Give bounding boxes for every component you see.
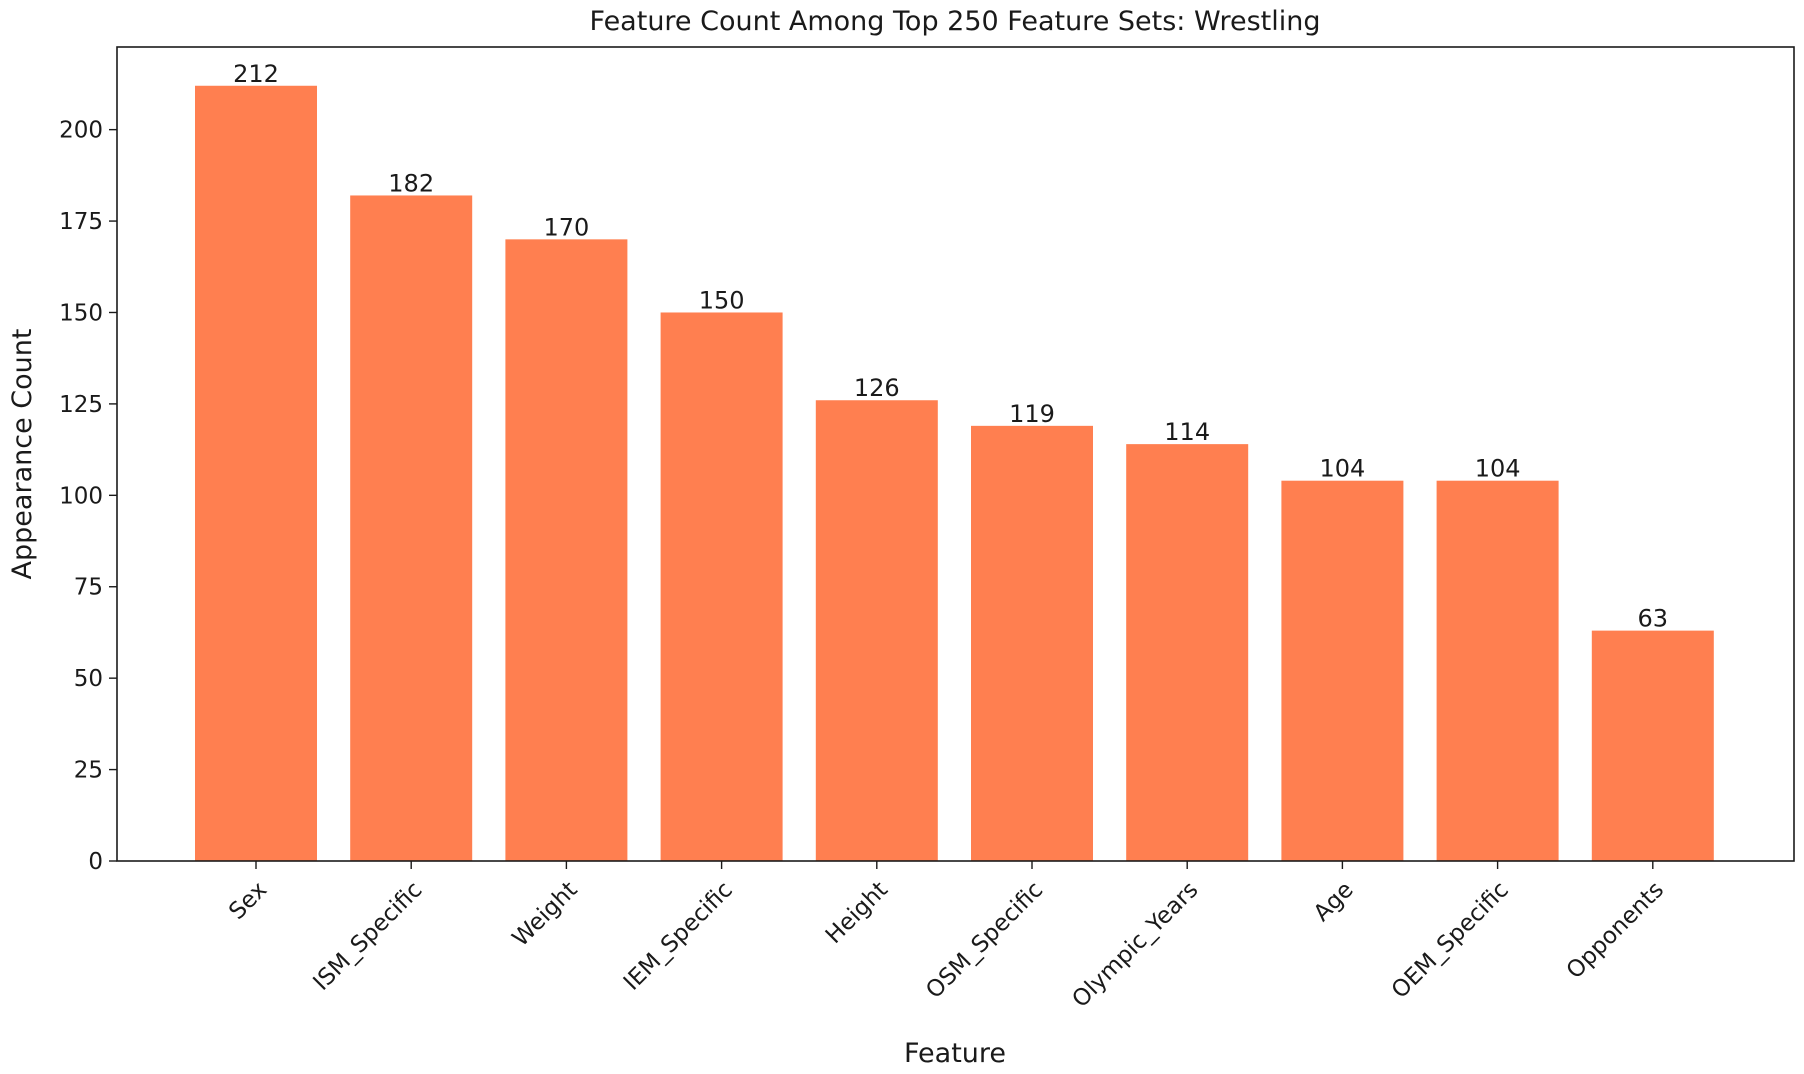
bar-value-label: 104 (1475, 455, 1521, 483)
bar-osm-specific (971, 425, 1093, 861)
y-axis: 0 25 50 75 100 125 150 175 200 (59, 118, 117, 875)
bar-ism-specific (350, 195, 473, 862)
y-tick-label: 100 (59, 483, 103, 509)
y-tick-label: 175 (59, 209, 103, 235)
x-axis-label: Feature (904, 1038, 1006, 1069)
y-axis-label: Appearance Count (7, 329, 38, 580)
bar-labels-group: 212 182 170 150 126 119 114 104 104 63 (233, 60, 1668, 633)
bar-value-label: 170 (543, 213, 589, 241)
bar-age (1281, 480, 1404, 861)
y-tick-label: 200 (59, 118, 103, 144)
bar-weight (505, 239, 628, 862)
y-tick-label: 150 (59, 300, 103, 326)
y-tick-label: 125 (59, 392, 103, 418)
x-tick-label: Olympic_Years (1067, 877, 1203, 1013)
plot-frame (116, 46, 1795, 862)
bar-oem-specific (1436, 480, 1559, 861)
x-tick-label: Sex (224, 877, 272, 925)
y-tick-label: 75 (74, 575, 103, 601)
bar-value-label: 104 (1319, 455, 1365, 483)
x-tick-label: Opponents (1562, 877, 1669, 984)
bar-value-label: 212 (233, 60, 279, 88)
bar-olympic-years (1126, 444, 1249, 861)
chart-title: Feature Count Among Top 250 Feature Sets… (590, 6, 1321, 37)
bar-value-label: 114 (1164, 418, 1210, 446)
bar-value-label: 182 (388, 169, 434, 197)
y-tick-label: 25 (74, 758, 103, 784)
bar-opponents (1591, 630, 1714, 861)
bars-group (195, 85, 1714, 862)
bar-value-label: 119 (1009, 400, 1055, 428)
bar-value-label: 150 (699, 286, 745, 314)
x-tick-label: ISM_Specific (308, 877, 427, 996)
y-tick-label: 50 (74, 666, 103, 692)
bar-iem-specific (660, 312, 783, 861)
x-tick-label: Age (1309, 877, 1359, 927)
bar-height (815, 400, 938, 861)
y-tick-label: 0 (88, 849, 103, 875)
bar-value-label: 126 (854, 374, 900, 402)
bar-sex (195, 85, 317, 861)
x-tick-label: Height (821, 877, 893, 949)
x-tick-label: IEM_Specific (619, 877, 738, 996)
x-tick-label: OSM_Specific (921, 877, 1048, 1004)
x-tick-label: Weight (508, 877, 583, 952)
bar-value-label: 63 (1638, 605, 1669, 633)
x-tick-label: OEM_Specific (1387, 877, 1514, 1004)
x-axis: Sex ISM_Specific Weight IEM_Specific Height O… (224, 861, 1669, 1013)
